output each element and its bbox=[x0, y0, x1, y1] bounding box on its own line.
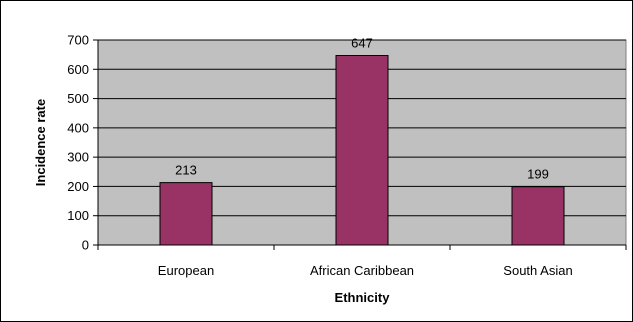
y-tick-label: 500 bbox=[67, 91, 89, 106]
x-tick-label: European bbox=[158, 263, 214, 278]
y-tick-label: 200 bbox=[67, 179, 89, 194]
data-label: 213 bbox=[175, 163, 197, 178]
y-tick-label: 700 bbox=[67, 33, 89, 48]
bars bbox=[159, 55, 565, 246]
y-tick-label: 0 bbox=[82, 238, 89, 253]
data-label: 199 bbox=[527, 167, 549, 182]
data-labels: 213 647 199 bbox=[175, 36, 549, 182]
bar bbox=[335, 55, 389, 246]
x-tick-label: African Caribbean bbox=[310, 263, 414, 278]
y-tick-label: 600 bbox=[67, 62, 89, 77]
y-axis-title: Incidence rate bbox=[33, 99, 48, 186]
y-tick-label: 300 bbox=[67, 150, 89, 165]
bar bbox=[511, 186, 565, 246]
data-label: 647 bbox=[351, 36, 373, 51]
y-tick-label: 100 bbox=[67, 208, 89, 223]
axes bbox=[93, 39, 627, 250]
x-axis-title: Ethnicity bbox=[335, 290, 391, 305]
bar bbox=[159, 182, 213, 246]
y-tick-label: 400 bbox=[67, 120, 89, 135]
x-tick-labels: European African Caribbean South Asian bbox=[158, 263, 573, 278]
x-tick-label: South Asian bbox=[503, 263, 572, 278]
y-tick-labels: 0 100 200 300 400 500 600 700 bbox=[67, 33, 89, 253]
